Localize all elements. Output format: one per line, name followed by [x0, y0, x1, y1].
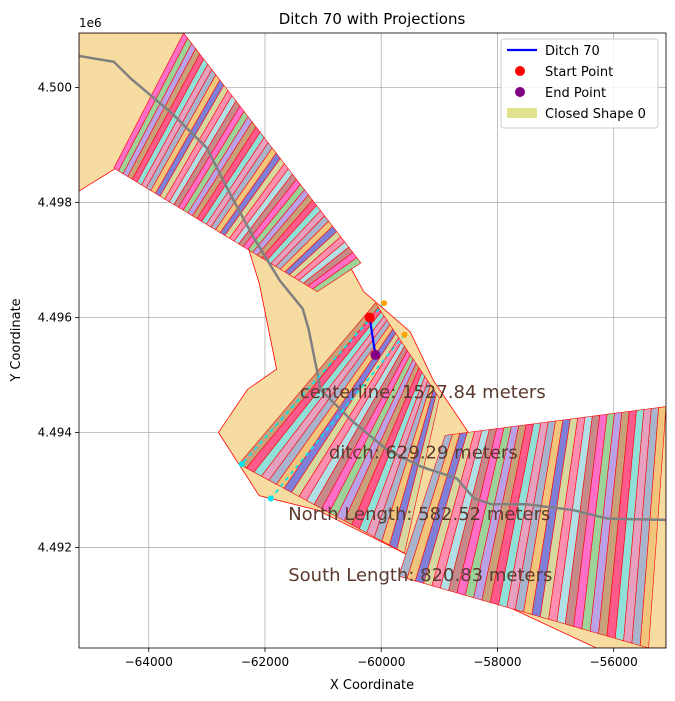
projection-point — [238, 461, 245, 468]
legend: Ditch 70 Start Point End Point Closed Sh… — [500, 38, 659, 129]
strip-polygon — [396, 392, 440, 554]
projection-point — [267, 495, 274, 502]
chart-title: Ditch 70 with Projections — [279, 10, 466, 28]
x-tick-label: −56000 — [590, 655, 638, 669]
annotation-text: South Length: 820.83 meters — [288, 565, 552, 586]
legend-end-swatch — [515, 87, 525, 97]
end-point — [370, 349, 381, 360]
projection-line — [270, 334, 406, 500]
projection-lines — [238, 300, 408, 502]
y-axis-label: Y Coordinate — [9, 298, 24, 382]
annotation-text: ditch: 629.29 meters — [329, 442, 518, 463]
y-tick-label: 4.496 — [38, 311, 72, 325]
start-point — [364, 312, 375, 323]
x-tick-label: −64000 — [125, 655, 173, 669]
x-tick-label: −58000 — [473, 655, 521, 669]
y-tick-label: 4.492 — [38, 540, 72, 554]
strip-polygon — [312, 257, 362, 292]
x-tick-label: −62000 — [241, 655, 289, 669]
legend-box — [500, 38, 659, 129]
annotation-text: North Length: 582.52 meters — [288, 504, 550, 525]
projection-point — [401, 331, 408, 338]
y-tick-label: 4.498 — [38, 196, 72, 210]
y-axis-ticks: 4.492 4.494 4.496 4.498 4.500 — [38, 81, 79, 554]
legend-shape-label: Closed Shape 0 — [545, 107, 646, 122]
projection-line — [241, 302, 385, 465]
strip-polygons — [113, 33, 666, 648]
x-axis-ticks: −64000 −62000 −60000 −58000 −56000 — [125, 648, 638, 669]
y-axis-offset-label: 1e6 — [79, 16, 102, 30]
centerline-path — [79, 54, 666, 522]
plot-frame — [78, 32, 667, 649]
annotations: centerline: 1527.84 meters ditch: 629.29 … — [288, 382, 552, 586]
legend-start-swatch — [515, 66, 525, 76]
x-tick-label: −60000 — [357, 655, 405, 669]
legend-end-label: End Point — [545, 86, 606, 101]
ditch-70-line — [368, 317, 377, 356]
legend-start-label: Start Point — [545, 65, 613, 80]
x-axis-label: X Coordinate — [330, 678, 414, 693]
legend-ditch-label: Ditch 70 — [545, 44, 600, 59]
y-tick-label: 4.494 — [38, 425, 72, 439]
legend-shape-swatch — [507, 108, 537, 118]
strip-polygon — [639, 406, 666, 648]
annotation-text: centerline: 1527.84 meters — [300, 382, 546, 403]
y-tick-label: 4.500 — [38, 81, 72, 95]
projection-point — [381, 300, 388, 307]
